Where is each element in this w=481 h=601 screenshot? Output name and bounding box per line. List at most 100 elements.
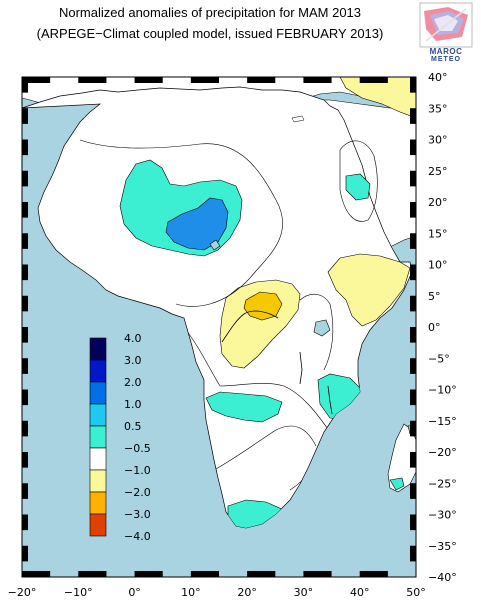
frame-bar-top [303,77,332,83]
congo-river [221,310,279,343]
longitude-tick-label: 10° [181,586,201,599]
latitude-tick-label: −20° [428,446,457,459]
longitude-tick-label: 20° [237,586,257,599]
lake-tanganyika [299,351,303,385]
frame-bar-left [22,77,28,93]
dry-anomaly-horn-of-africa [327,253,411,327]
frame-bar-top [134,77,163,83]
legend-level-label: 1.0 [124,398,142,411]
legend-color-box [89,513,107,537]
map-subtitle: (ARPEGE−Climat coupled model, issued FEB… [36,26,384,41]
latitude-tick-label: −10° [428,384,457,397]
legend-level-label: 4.0 [124,332,142,345]
legend-level-label: −2.0 [124,486,151,499]
contour-line-arabia [339,140,378,222]
latitude-tick-label: 0° [428,321,441,334]
longitude-tick-label: 30° [294,586,314,599]
legend-level-label: 3.0 [124,354,142,367]
latitude-tick-label: −35° [428,540,457,553]
logo-text-maroc: MAROC [429,47,463,56]
latitude-tick-label: 5° [428,290,441,303]
frame-bar-left [22,139,28,156]
frame-bar-right [410,514,416,531]
latitude-labels: 40° 35° 30° 25° 20° 15° 10° 5° 0° −5° −10° −15° −20°… [428,71,457,584]
legend-level-label: −4.0 [124,530,151,543]
latitude-tick-label: 30° [428,134,448,147]
frame-bar-bottom [247,571,276,577]
frame-bar-bottom [190,571,219,577]
frame-bar-top [247,77,276,83]
frame-bar-top [359,77,388,83]
frame-bar-left [22,545,28,562]
frame-bar-right [410,545,416,562]
legend-color-box [89,447,107,471]
frame-bar-right [410,139,416,156]
legend-color-box [89,491,107,515]
latitude-tick-label: −40° [428,571,457,584]
wet-anomaly-red-sea [345,173,371,201]
frame-bar-right [410,202,416,218]
legend-color-box [89,337,107,361]
latitude-tick-label: −25° [428,477,457,490]
frame-bar-right [410,108,416,124]
frame-bar-left [22,108,28,124]
frame-bar-bottom [303,571,332,577]
contour-line-east-africa [299,293,334,371]
lake-malawi [327,385,333,415]
legend-color-box [89,425,107,449]
frame-bar-left [22,514,28,531]
frame-bar-bottom [78,571,107,577]
frame-bar-left [22,170,28,187]
longitude-tick-label: 50° [406,586,426,599]
frame-bar-bottom [359,571,388,577]
cyprus-island [291,115,305,123]
legend-level-label: −1.0 [124,464,151,477]
latitude-tick-label: 25° [428,165,448,178]
frame-bar-right [410,420,416,437]
frame-bar-bottom [134,571,163,577]
frame-bar-top [22,77,51,83]
map-frame-ticks [22,77,416,577]
madagascar-landmass [387,423,416,493]
legend-color-box [89,359,107,383]
wet-anomaly-angola-coast [205,391,283,423]
longitude-tick-label: 0° [128,586,141,599]
wet-anomaly-madagascar [389,477,405,491]
longitude-tick-label: 40° [350,586,370,599]
frame-bar-left [22,202,28,218]
frame-bar-left [22,295,28,312]
latitude-tick-label: 10° [428,259,448,272]
lake-chad [209,239,221,251]
latitude-tick-label: 40° [428,71,448,84]
very-dry-anomaly-central-africa [243,291,283,321]
frame-bar-right [410,264,416,281]
frame-bar-right [410,358,416,374]
precipitation-legend: 4.0 3.0 2.0 1.0 0.5 −0.5 −1.0 −2.0 −3.0 −4.0 [89,332,151,543]
frame-bar-left [22,483,28,499]
latitude-tick-label: 20° [428,196,448,209]
frame-bar-left [22,420,28,437]
latitude-tick-label: −5° [428,352,450,365]
frame-bar-right [410,327,416,343]
frame-bar-right [410,77,416,93]
frame-bar-left [22,452,28,468]
frame-bar-right [410,483,416,499]
frame-bar-right [410,295,416,312]
latitude-tick-label: 35° [428,102,448,115]
longitude-labels: −20° −10° 0° 10° 20° 30° 40° 50° [8,586,426,599]
frame-bar-left [22,327,28,343]
frame-bar-bottom [22,571,51,577]
frame-bar-left [22,233,28,249]
legend-color-box [89,403,107,427]
contour-line-north-africa [79,139,283,307]
legend-level-label: −0.5 [124,442,151,455]
frame-bar-right [410,170,416,187]
very-wet-anomaly-sahara [165,197,229,251]
longitude-tick-label: −10° [64,586,93,599]
map-title: Normalized anomalies of precipitation fo… [58,5,362,20]
dry-anomaly-arabia-north [339,77,416,119]
maroc-meteo-logo: MAROC METEO [418,1,474,65]
longitude-tick-label: −20° [8,586,37,599]
frame-bar-top [190,77,219,83]
